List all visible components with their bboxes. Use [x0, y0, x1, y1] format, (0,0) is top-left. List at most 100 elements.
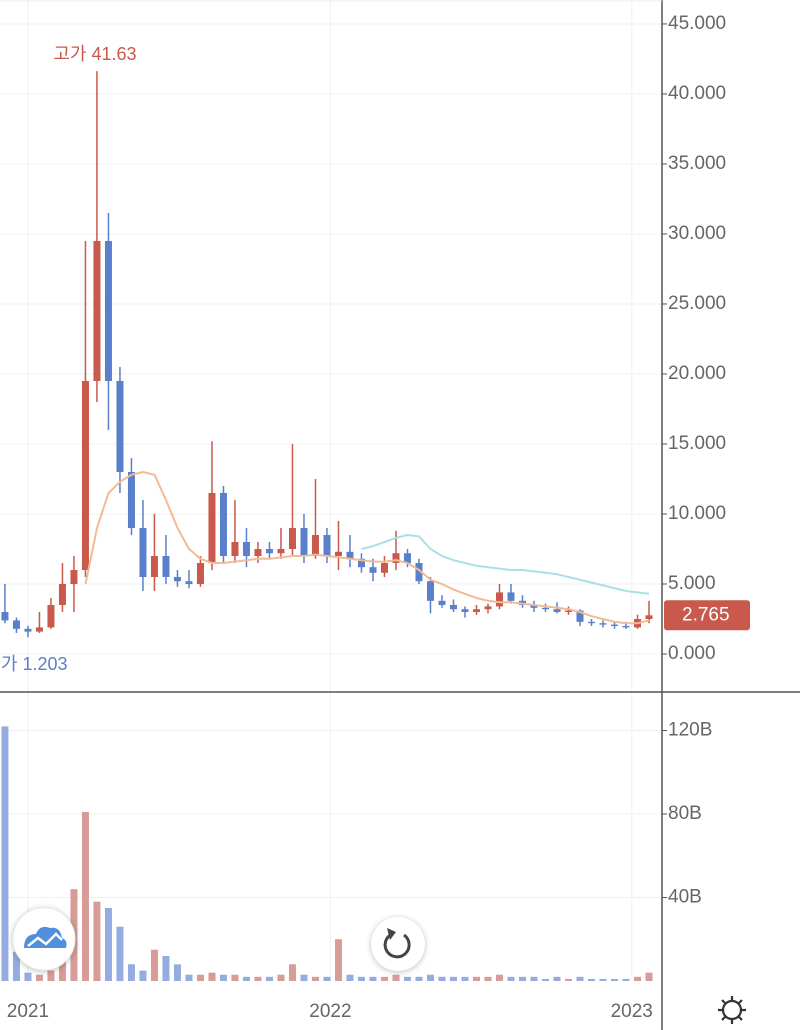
- candle-body: [139, 528, 147, 578]
- last-price-label: 2.765: [682, 604, 730, 625]
- candle-body: [369, 567, 377, 573]
- volume-bar: [81, 811, 89, 981]
- volume-bar: [415, 976, 423, 981]
- candle-body: [346, 551, 354, 559]
- grid-layer: [0, 0, 662, 981]
- volume-bar: [599, 978, 607, 981]
- volume-bar: [346, 974, 354, 981]
- candle-body: [357, 558, 365, 568]
- candle-body: [438, 600, 446, 606]
- candle-body: [461, 609, 469, 613]
- volume-bar: [518, 976, 526, 981]
- candle-body: [587, 621, 595, 624]
- candle-body: [553, 609, 561, 613]
- gear-icon[interactable]: [721, 999, 743, 1021]
- candle-body: [265, 549, 273, 554]
- x-tick-label: 2022: [309, 1001, 351, 1022]
- volume-bar: [541, 978, 549, 981]
- moving-average-line: [84, 470, 650, 625]
- candle-body: [35, 627, 43, 632]
- cloud-icon: [24, 926, 67, 948]
- candle-body: [196, 563, 204, 585]
- y-tick-label: 30.000: [668, 223, 726, 244]
- candle-body: [392, 553, 400, 564]
- candle-body: [277, 549, 285, 554]
- y-tick-label: 0.000: [668, 643, 716, 664]
- y-tick-label: 45.000: [668, 13, 726, 34]
- volume-bar: [277, 974, 285, 981]
- volume-bar: [208, 972, 216, 981]
- y-tick-label: 20.000: [668, 363, 726, 384]
- volume-bar: [438, 976, 446, 981]
- y-tick-label: 10.000: [668, 503, 726, 524]
- volume-bar: [392, 974, 400, 981]
- volume-bar: [461, 976, 469, 981]
- candle-body: [311, 535, 319, 557]
- volume-bar: [357, 976, 365, 981]
- volume-bar: [242, 976, 250, 981]
- last-price-box: [664, 600, 750, 631]
- extreme-annotation: 고가 41.63: [53, 44, 136, 64]
- candle-body: [58, 584, 66, 606]
- extreme-annotation: 저가 1.203: [0, 654, 68, 674]
- volume-bar: [495, 974, 503, 981]
- candle-body: [127, 471, 135, 529]
- volume-bar: [173, 964, 181, 981]
- candle-body: [12, 620, 20, 629]
- volume-bar: [93, 901, 101, 981]
- volume-bar: [426, 974, 434, 981]
- volume-bar: [576, 976, 584, 981]
- settings-button[interactable]: [718, 996, 746, 1024]
- volume-tick-label: 40B: [668, 887, 702, 908]
- volume-bar: [553, 976, 561, 981]
- candle-body: [93, 240, 101, 381]
- candle-body: [426, 581, 434, 601]
- volume-bar: [564, 978, 572, 981]
- volume-bar: [24, 972, 32, 981]
- candle-body: [415, 563, 423, 582]
- candle-body: [254, 549, 262, 557]
- candle-body: [185, 581, 193, 585]
- indicator-button[interactable]: [12, 907, 76, 971]
- candle-body: [24, 628, 32, 632]
- volume-bar: [47, 970, 55, 981]
- candle-body: [472, 609, 480, 613]
- x-tick-label: 2023: [611, 1001, 653, 1022]
- volume-bar: [150, 949, 158, 981]
- candle-body: [449, 605, 457, 610]
- y-tick-label: 5.000: [668, 573, 716, 594]
- volume-bar: [127, 964, 135, 981]
- y-tick-label: 25.000: [668, 293, 726, 314]
- volume-bar: [622, 978, 630, 981]
- candle-body: [530, 605, 538, 608]
- candle-body: [70, 570, 78, 585]
- volume-bar: [380, 976, 388, 981]
- volume-bar: [231, 974, 239, 981]
- candle-body: [622, 626, 630, 628]
- candle-body: [611, 624, 619, 627]
- candle-body: [242, 542, 250, 557]
- volume-bar: [334, 939, 342, 981]
- candle-body: [162, 556, 170, 578]
- volume-bar: [58, 960, 66, 981]
- volume-bar: [403, 976, 411, 981]
- volume-bar: [449, 976, 457, 981]
- volume-bar: [219, 974, 227, 981]
- candle-body: [219, 492, 227, 557]
- candle-body: [208, 492, 216, 564]
- reset-button[interactable]: [371, 917, 425, 971]
- candle-body: [231, 542, 239, 557]
- candle-body: [300, 528, 308, 557]
- candle-body: [495, 592, 503, 607]
- volume-bar: [35, 974, 43, 981]
- volume-bar: [265, 976, 273, 981]
- volume-bar: [288, 964, 296, 981]
- volume-bar: [587, 978, 595, 981]
- volume-bar: [139, 970, 147, 981]
- candle-body: [116, 380, 124, 472]
- volume-bar: [323, 976, 331, 981]
- button-circle[interactable]: [371, 917, 425, 971]
- volume-bar: [507, 976, 515, 981]
